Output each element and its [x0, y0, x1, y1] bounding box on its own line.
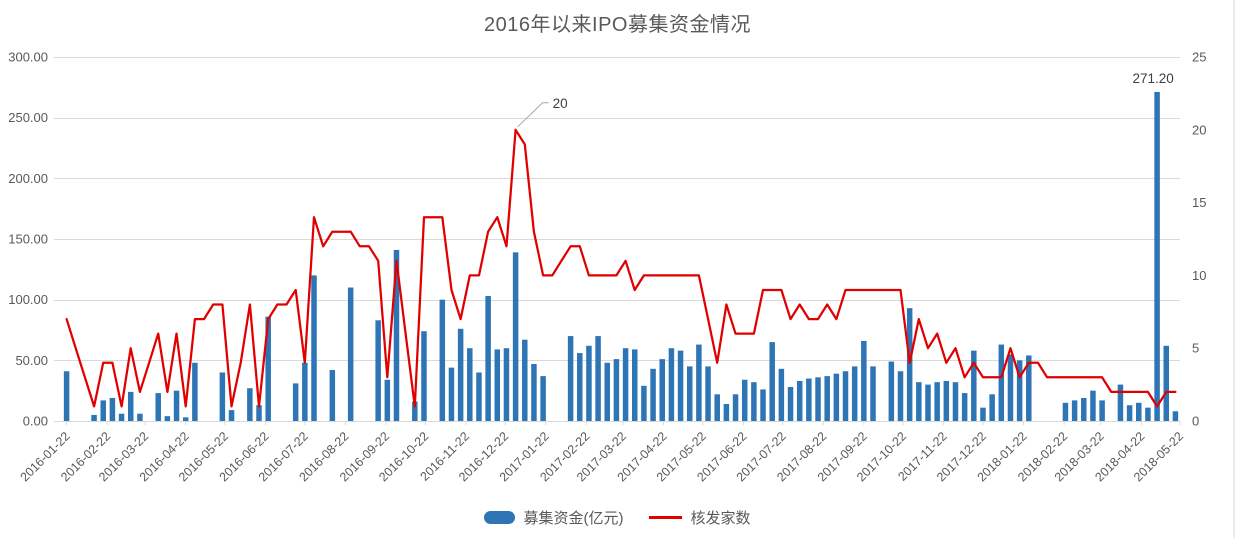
svg-text:20: 20	[1192, 122, 1206, 137]
legend-bar-label: 募集资金(亿元)	[523, 510, 624, 527]
x-axis-labels: 2016-01-222016-02-222016-03-222016-04-22…	[18, 421, 1186, 484]
svg-text:25: 25	[1192, 50, 1206, 65]
chart-title: 2016年以来IPO募集资金情况	[484, 14, 751, 36]
svg-text:250.00: 250.00	[8, 110, 48, 125]
annotation-20: 20	[517, 96, 568, 128]
bar-series	[63, 91, 1179, 421]
svg-text:5: 5	[1192, 341, 1199, 356]
svg-text:100.00: 100.00	[8, 292, 48, 307]
line-series	[65, 128, 1177, 408]
left-axis-labels: 0.00 50.00 100.00 150.00 200.00 250.00 300.00	[8, 50, 48, 429]
svg-text:10: 10	[1192, 268, 1206, 283]
annotation-271-20: 271.20	[1132, 71, 1173, 86]
right-axis-labels: 0 5 10 15 20 25	[1192, 50, 1206, 429]
line-swatch-icon	[649, 516, 683, 519]
legend-item-line-series: 核发家数	[649, 507, 751, 528]
svg-text:50.00: 50.00	[15, 353, 48, 368]
svg-text:271.20: 271.20	[1132, 71, 1173, 86]
svg-text:15: 15	[1192, 195, 1206, 210]
legend-item-bar-series: 募集资金(亿元)	[484, 507, 623, 528]
svg-text:300.00: 300.00	[8, 50, 48, 65]
svg-text:150.00: 150.00	[8, 232, 48, 247]
svg-text:0: 0	[1192, 414, 1199, 429]
svg-text:20: 20	[553, 96, 568, 111]
svg-text:200.00: 200.00	[8, 171, 48, 186]
bar-swatch-icon	[484, 511, 516, 524]
chart-legend: 募集资金(亿元) 核发家数	[0, 507, 1235, 528]
svg-text:0.00: 0.00	[23, 414, 48, 429]
legend-line-label: 核发家数	[690, 510, 751, 527]
